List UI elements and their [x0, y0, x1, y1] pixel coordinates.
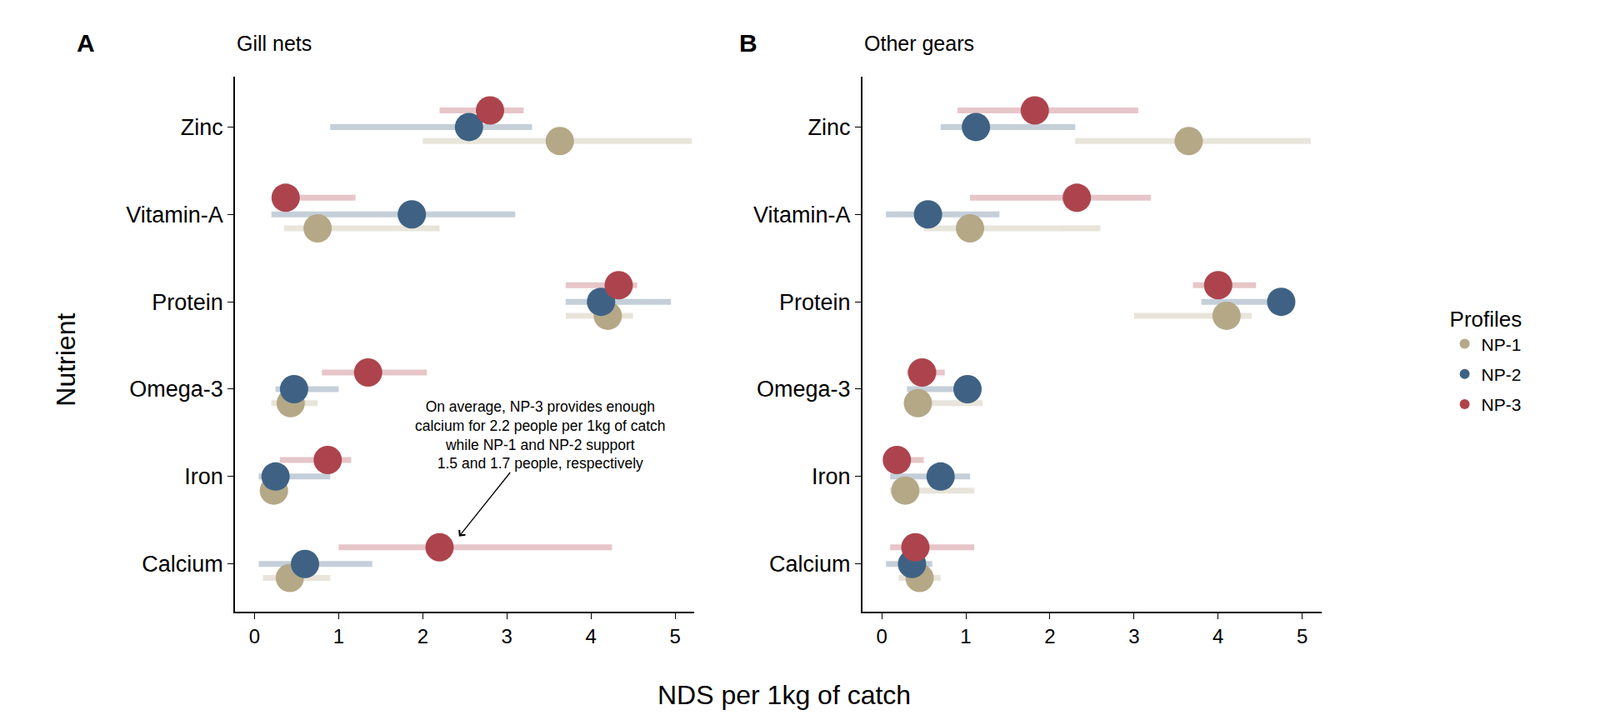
- svg-text:0: 0: [875, 625, 887, 648]
- svg-text:Omega-3: Omega-3: [129, 376, 224, 402]
- svg-text:NP-2: NP-2: [1481, 365, 1522, 385]
- svg-text:Protein: Protein: [779, 290, 851, 315]
- svg-text:1: 1: [333, 625, 345, 648]
- svg-text:Nutrient: Nutrient: [50, 313, 81, 407]
- svg-text:2: 2: [1044, 625, 1055, 648]
- svg-text:NP-1: NP-1: [1481, 335, 1522, 355]
- svg-text:On average, NP-3 provides enou: On average, NP-3 provides enoughcalcium …: [415, 398, 666, 472]
- svg-text:A: A: [76, 29, 95, 57]
- svg-text:3: 3: [1128, 625, 1140, 648]
- svg-text:Calcium: Calcium: [141, 551, 224, 577]
- svg-text:3: 3: [501, 625, 513, 648]
- svg-text:B: B: [739, 29, 758, 57]
- svg-text:4: 4: [1212, 625, 1224, 648]
- svg-text:Iron: Iron: [811, 464, 851, 490]
- svg-text:Vitamin-A: Vitamin-A: [753, 202, 851, 228]
- svg-text:5: 5: [669, 625, 680, 648]
- svg-text:Iron: Iron: [184, 464, 224, 490]
- svg-text:5: 5: [1296, 625, 1308, 648]
- svg-text:Vitamin-A: Vitamin-A: [125, 202, 224, 228]
- svg-text:Profiles: Profiles: [1450, 306, 1523, 332]
- svg-text:1: 1: [960, 625, 971, 648]
- svg-text:4: 4: [585, 625, 596, 648]
- svg-text:Omega-3: Omega-3: [756, 376, 851, 402]
- svg-text:Calcium: Calcium: [769, 551, 851, 577]
- svg-text:Zinc: Zinc: [807, 115, 850, 140]
- svg-text:NDS per 1kg of catch: NDS per 1kg of catch: [657, 680, 911, 710]
- svg-text:Gill nets: Gill nets: [236, 31, 312, 55]
- svg-text:NP-3: NP-3: [1481, 395, 1522, 415]
- svg-text:Protein: Protein: [151, 290, 224, 315]
- svg-text:2: 2: [417, 625, 429, 648]
- svg-text:Zinc: Zinc: [180, 115, 224, 140]
- svg-text:0: 0: [249, 625, 260, 648]
- svg-text:Other gears: Other gears: [864, 31, 975, 55]
